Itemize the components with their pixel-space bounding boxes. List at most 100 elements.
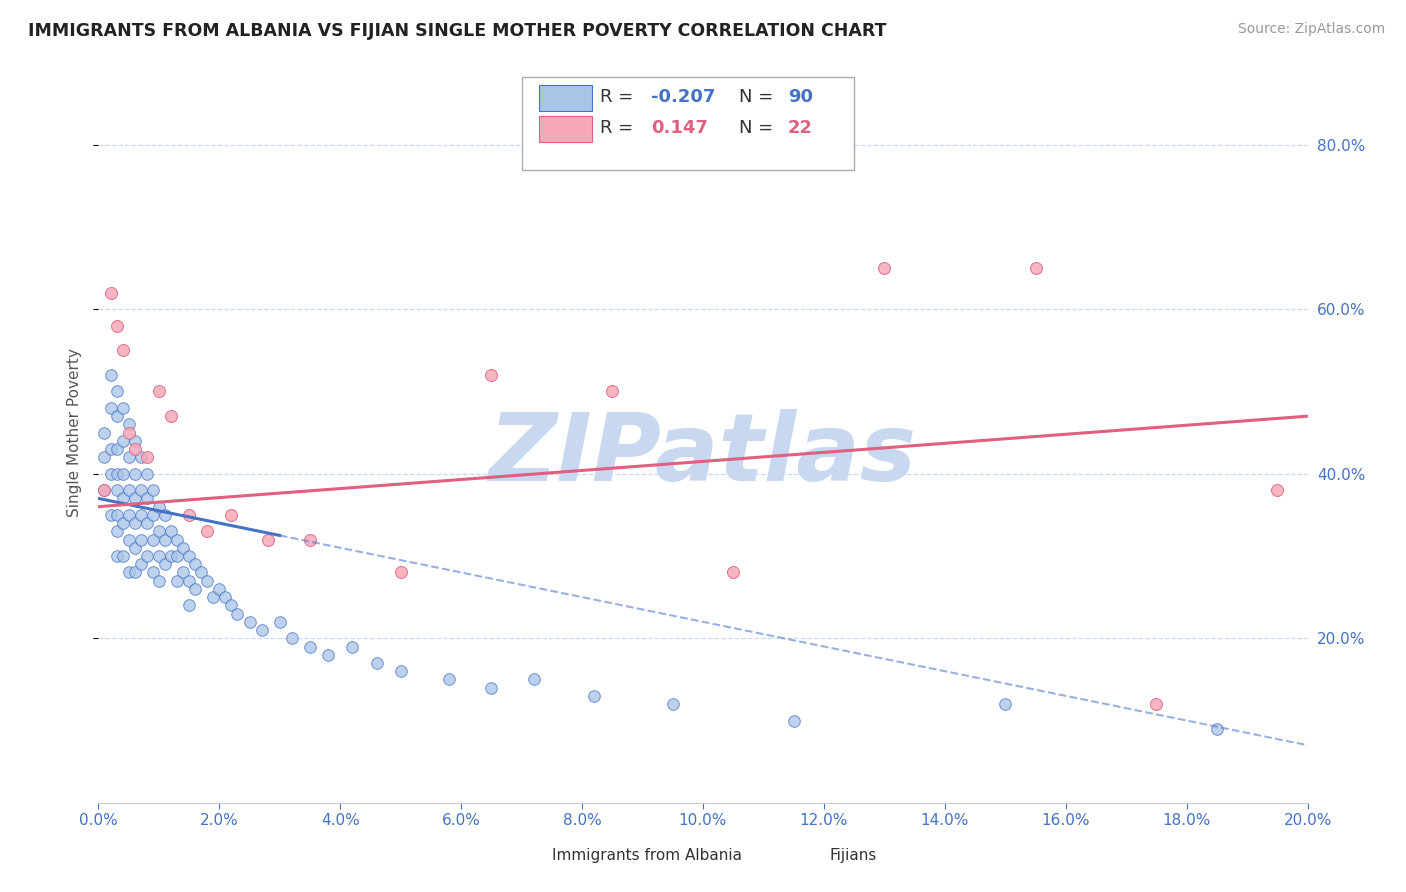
Point	[166, 533, 188, 547]
Point	[124, 434, 146, 448]
Point	[135, 549, 157, 563]
Point	[105, 384, 128, 399]
Point	[389, 664, 412, 678]
Point	[105, 442, 128, 456]
Point	[148, 549, 170, 563]
Point	[105, 508, 128, 522]
Point	[583, 689, 606, 703]
Text: 0.147: 0.147	[651, 119, 707, 136]
Point	[105, 409, 128, 424]
Point	[481, 368, 503, 382]
Point	[124, 541, 146, 555]
Point	[118, 508, 141, 522]
Point	[105, 318, 128, 333]
Point	[226, 607, 249, 621]
Text: R =: R =	[600, 119, 645, 136]
Point	[214, 590, 236, 604]
Point	[221, 508, 243, 522]
Point	[316, 648, 339, 662]
Y-axis label: Single Mother Poverty: Single Mother Poverty	[67, 348, 83, 517]
Point	[172, 541, 194, 555]
Point	[135, 450, 157, 465]
Text: R =: R =	[600, 88, 640, 106]
Text: -0.207: -0.207	[651, 88, 716, 106]
Point	[142, 508, 165, 522]
Point	[135, 516, 157, 530]
Point	[129, 508, 152, 522]
Point	[661, 697, 683, 711]
Point	[153, 508, 176, 522]
Point	[124, 442, 146, 456]
Point	[166, 574, 188, 588]
Point	[602, 384, 624, 399]
Point	[111, 467, 134, 481]
Point	[179, 599, 201, 613]
Text: Fijians: Fijians	[830, 848, 877, 863]
Point	[100, 285, 122, 300]
Point	[389, 566, 412, 580]
Point	[135, 491, 157, 506]
FancyBboxPatch shape	[522, 78, 855, 169]
Point	[129, 558, 152, 572]
Point	[111, 343, 134, 358]
Point	[111, 491, 134, 506]
Point	[148, 574, 170, 588]
Point	[1024, 261, 1046, 276]
Point	[172, 566, 194, 580]
Point	[111, 516, 134, 530]
Point	[142, 533, 165, 547]
Point	[105, 524, 128, 539]
Point	[873, 261, 896, 276]
Text: 22: 22	[787, 119, 813, 136]
FancyBboxPatch shape	[538, 85, 592, 112]
Point	[437, 673, 460, 687]
Point	[118, 450, 141, 465]
FancyBboxPatch shape	[785, 846, 824, 865]
Point	[481, 681, 503, 695]
Point	[111, 549, 134, 563]
Text: Immigrants from Albania: Immigrants from Albania	[551, 848, 742, 863]
Point	[1206, 722, 1229, 736]
Point	[124, 516, 146, 530]
Point	[239, 615, 262, 629]
Point	[93, 425, 115, 440]
Point	[184, 558, 207, 572]
Point	[124, 566, 146, 580]
Point	[105, 549, 128, 563]
Point	[160, 549, 183, 563]
Point	[129, 450, 152, 465]
Text: N =: N =	[740, 119, 779, 136]
Point	[142, 566, 165, 580]
Point	[100, 401, 122, 415]
Point	[142, 483, 165, 498]
Point	[93, 483, 115, 498]
Point	[129, 483, 152, 498]
Point	[105, 483, 128, 498]
Point	[118, 417, 141, 432]
Point	[160, 524, 183, 539]
Point	[250, 623, 273, 637]
FancyBboxPatch shape	[508, 846, 546, 865]
Point	[299, 640, 322, 654]
Point	[994, 697, 1017, 711]
Point	[299, 533, 322, 547]
Point	[166, 549, 188, 563]
FancyBboxPatch shape	[538, 116, 592, 143]
Point	[179, 508, 201, 522]
Text: Source: ZipAtlas.com: Source: ZipAtlas.com	[1237, 22, 1385, 37]
Point	[100, 508, 122, 522]
Point	[366, 656, 388, 670]
Point	[118, 533, 141, 547]
Point	[111, 401, 134, 415]
Point	[153, 533, 176, 547]
Point	[195, 524, 218, 539]
Point	[208, 582, 231, 596]
Point	[129, 533, 152, 547]
Point	[190, 566, 212, 580]
Point	[105, 467, 128, 481]
Point	[118, 483, 141, 498]
Point	[100, 467, 122, 481]
Point	[342, 640, 364, 654]
Point	[184, 582, 207, 596]
Point	[723, 566, 745, 580]
